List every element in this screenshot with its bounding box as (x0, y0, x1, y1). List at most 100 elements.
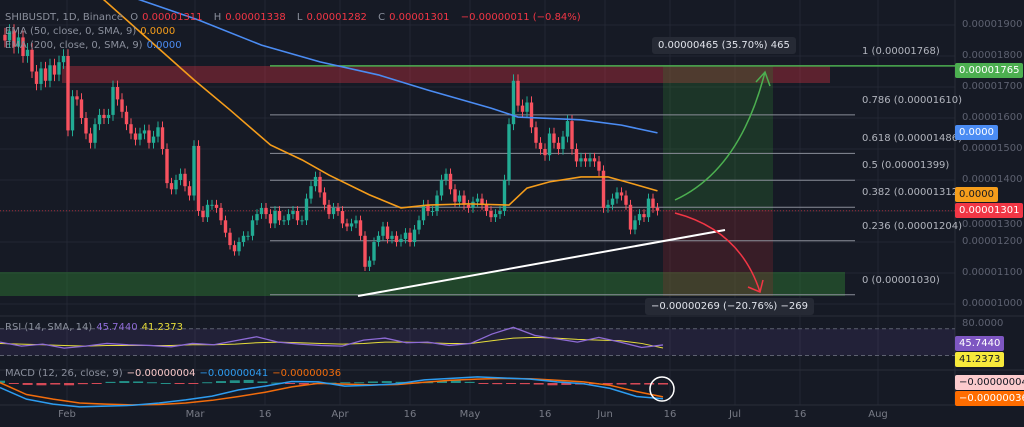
macd-line (0, 376, 664, 408)
macd-histogram-bar (616, 383, 627, 385)
down-arrow-head (747, 279, 764, 294)
price-axis-tick: 0.00001500 (962, 143, 1023, 154)
time-axis-tick: Feb (58, 409, 76, 420)
candle-body (232, 245, 237, 252)
change-value: −0.00000011 (−0.84%) (460, 12, 581, 23)
candle-body (286, 214, 291, 221)
macd-histogram-bar (630, 383, 641, 385)
candle-body (210, 204, 214, 206)
ema50-line (102, 0, 658, 209)
macd-histogram-bar (202, 382, 213, 384)
macd-legend[interactable]: MACD (12, 26, close, 9) −0.00000004 −0.000… (5, 368, 345, 380)
macd-histogram-bar (0, 380, 5, 383)
time-axis-tick: 16 (538, 409, 552, 420)
macd-histogram-bar (8, 383, 19, 384)
fib-level-label: 0.786 (0.00001610) (862, 94, 963, 106)
candle-body (408, 232, 412, 242)
candle-body (277, 211, 282, 221)
down-arrow (674, 212, 761, 293)
candle-body (133, 133, 138, 140)
high-label: H (213, 12, 222, 23)
macd-histogram-bar (533, 383, 544, 385)
candle-body (430, 211, 435, 212)
candle-body (646, 198, 651, 218)
candle-body (174, 180, 178, 190)
macd-histogram-bar (77, 383, 88, 385)
candle-body (178, 173, 183, 180)
fib-level-label: 0 (0.00001030) (862, 274, 940, 286)
candle-body (169, 183, 174, 190)
ema200-line (137, 0, 658, 134)
candle-body (214, 204, 219, 208)
long-position-profit-zone (663, 66, 773, 210)
time-axis-tick: Apr (331, 409, 349, 420)
ema200-price-tag: 0.0000 (955, 125, 998, 140)
candle-body (3, 34, 7, 41)
time-axis-tick: Mar (185, 409, 205, 420)
measure-up-label: 0.00000465 (35.70%) 465 (652, 37, 796, 54)
candle-body (219, 207, 223, 221)
macd-histogram-bar (64, 383, 75, 386)
time-axis-tick: Jul (728, 409, 742, 420)
candle-body (507, 124, 511, 180)
macd-histogram-bar (381, 381, 392, 383)
price-axis-tick: 0.00001700 (962, 81, 1023, 92)
open-number: 0.00001311 (142, 12, 203, 23)
candle-body (7, 31, 12, 41)
candle-body (561, 136, 565, 149)
candle-body (349, 223, 354, 227)
candle-body (439, 180, 444, 196)
candle-body (106, 114, 111, 118)
candle-body (264, 207, 268, 215)
candle-body (592, 158, 597, 162)
candle-body (606, 204, 610, 208)
candle-body (183, 173, 187, 187)
candle-body (399, 238, 403, 242)
candle-body (543, 149, 547, 156)
candle-body (34, 71, 39, 84)
candle-body (291, 211, 295, 215)
ema50-legend[interactable]: EMA (50, close, 0, SMA, 9) 0.0000 (5, 26, 179, 38)
candle-body (331, 207, 336, 215)
candle-body (295, 211, 300, 221)
candle-body (588, 158, 592, 162)
candle-body (115, 87, 120, 100)
candle-body (192, 145, 196, 196)
candle-body (489, 211, 493, 218)
macd-label: MACD (12, 26, close, 9) (5, 368, 123, 379)
macd-histogram-bar (561, 383, 572, 385)
candle-body (372, 242, 376, 261)
candle-body (241, 235, 246, 242)
macd-histogram-bar (50, 383, 61, 385)
candle-body (619, 192, 624, 196)
time-axis-tick: 16 (403, 409, 417, 420)
candle-body (552, 133, 556, 143)
price-axis-tick: 0.00001600 (962, 112, 1023, 123)
candle-body (637, 214, 642, 221)
low-label: L (296, 12, 303, 23)
rsi-legend[interactable]: RSI (14, SMA, 14) 45.7440 41.2373 (5, 322, 187, 334)
macd-histogram-bar (478, 383, 489, 384)
candle-body (453, 189, 457, 202)
candle-body (52, 65, 57, 75)
macd-hist-price-tag: −0.00000004 (955, 375, 1024, 390)
resistance-zone (62, 66, 830, 83)
rsi-axis-tick: 80.0000 (962, 318, 1004, 329)
candle-body (394, 235, 399, 242)
macd-histogram-bar (105, 381, 116, 383)
candle-body (48, 65, 52, 81)
price-axis-tick: 0.00001200 (962, 236, 1023, 247)
rsi-value: 45.7440 (96, 322, 138, 333)
macd-histogram-bar (423, 382, 434, 384)
candle-body (201, 211, 205, 218)
candle-body (601, 170, 606, 208)
candle-body (385, 226, 390, 239)
ema200-legend[interactable]: EMA (200, close, 0, SMA, 9) 0.0000 (5, 40, 186, 52)
candle-body (651, 198, 655, 208)
candle-body (484, 204, 489, 211)
up-arrow-head (755, 70, 771, 87)
candle-body (381, 226, 385, 236)
candle-body (516, 80, 520, 106)
